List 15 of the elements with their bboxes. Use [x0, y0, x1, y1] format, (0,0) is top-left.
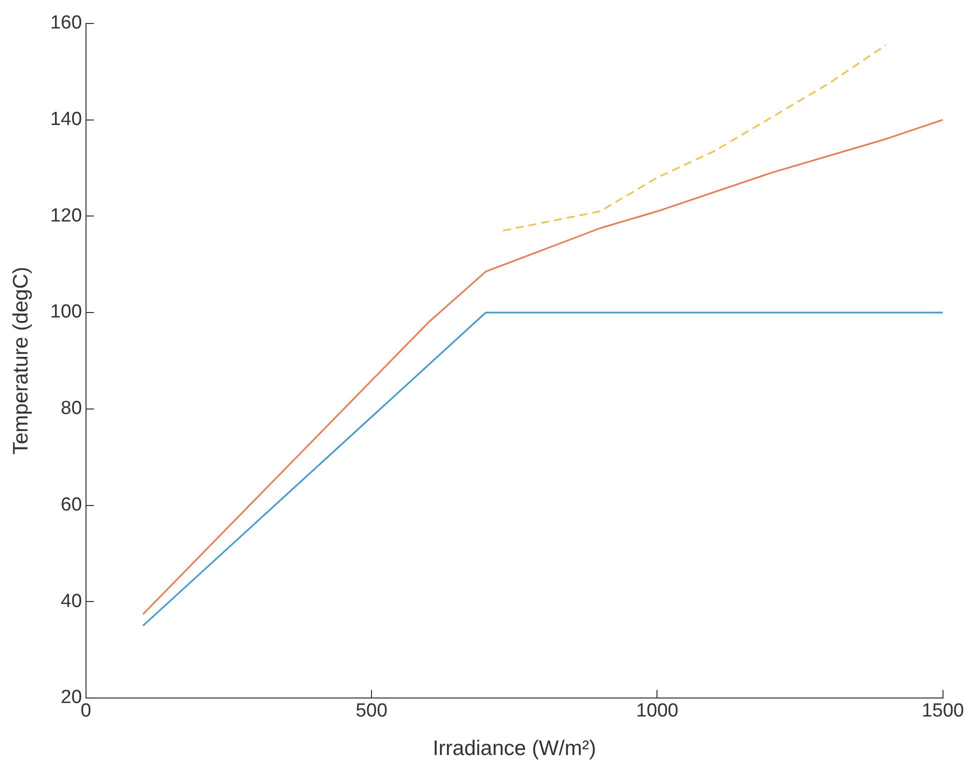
y-tick-label: 80: [60, 398, 82, 420]
y-tick-label: 160: [50, 12, 82, 34]
x-tick-label: 500: [356, 700, 388, 722]
y-tick-label: 20: [60, 687, 82, 708]
x-tick-label: 1000: [636, 700, 678, 722]
y-axis-title: Temperature (degC): [9, 266, 32, 455]
x-axis-title: Irradiance (W/m²): [432, 737, 596, 760]
x-tick-label: 0: [80, 700, 92, 722]
line-series: [502, 44, 887, 232]
y-tick-label: 40: [60, 590, 82, 612]
y-tick-label: 60: [60, 494, 82, 516]
y-tick-label: 100: [50, 302, 82, 323]
x-tick-label: 1500: [922, 700, 964, 722]
y-tick-label: 120: [50, 205, 82, 226]
y-tick-label: 140: [50, 109, 82, 130]
